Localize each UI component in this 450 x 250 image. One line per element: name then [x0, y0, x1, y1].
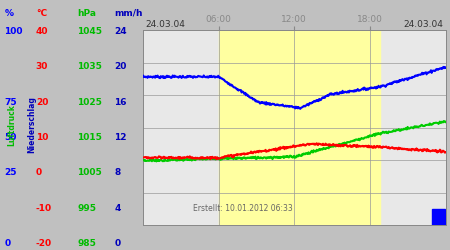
Text: 1025: 1025: [77, 98, 102, 106]
Text: Niederschlag: Niederschlag: [27, 96, 36, 154]
Text: 25: 25: [4, 168, 17, 177]
Text: %: %: [4, 9, 13, 18]
Text: 995: 995: [77, 204, 96, 213]
Text: 0: 0: [4, 239, 10, 248]
Text: 20: 20: [114, 62, 127, 71]
Text: 24.03.04: 24.03.04: [145, 20, 185, 29]
Text: 0: 0: [36, 168, 42, 177]
Text: -10: -10: [36, 204, 52, 213]
Text: 16: 16: [114, 98, 127, 106]
Text: 4: 4: [114, 204, 121, 213]
Text: hPa: hPa: [77, 9, 96, 18]
Bar: [219, 30, 381, 225]
Text: 1035: 1035: [77, 62, 102, 71]
Text: Luftdruck: Luftdruck: [7, 104, 16, 146]
Text: Erstellt: 10.01.2012 06:33: Erstellt: 10.01.2012 06:33: [193, 204, 293, 213]
Text: 1045: 1045: [77, 27, 102, 36]
Text: 1015: 1015: [77, 133, 102, 142]
Text: 0: 0: [114, 239, 121, 248]
Text: 985: 985: [77, 239, 96, 248]
Text: 75: 75: [4, 98, 17, 106]
Text: °C: °C: [36, 9, 47, 18]
Text: -20: -20: [36, 239, 52, 248]
Text: 24.03.04: 24.03.04: [403, 20, 443, 29]
Text: 12: 12: [114, 133, 127, 142]
Text: 100: 100: [4, 27, 23, 36]
Text: 50: 50: [4, 133, 17, 142]
Text: 1005: 1005: [77, 168, 102, 177]
Text: mm/h: mm/h: [114, 9, 143, 18]
Text: 40: 40: [36, 27, 48, 36]
Text: 24: 24: [114, 27, 127, 36]
Text: 10: 10: [36, 133, 48, 142]
Text: 8: 8: [114, 168, 121, 177]
Text: 30: 30: [36, 62, 48, 71]
Text: 20: 20: [36, 98, 48, 106]
Bar: [432, 210, 446, 225]
